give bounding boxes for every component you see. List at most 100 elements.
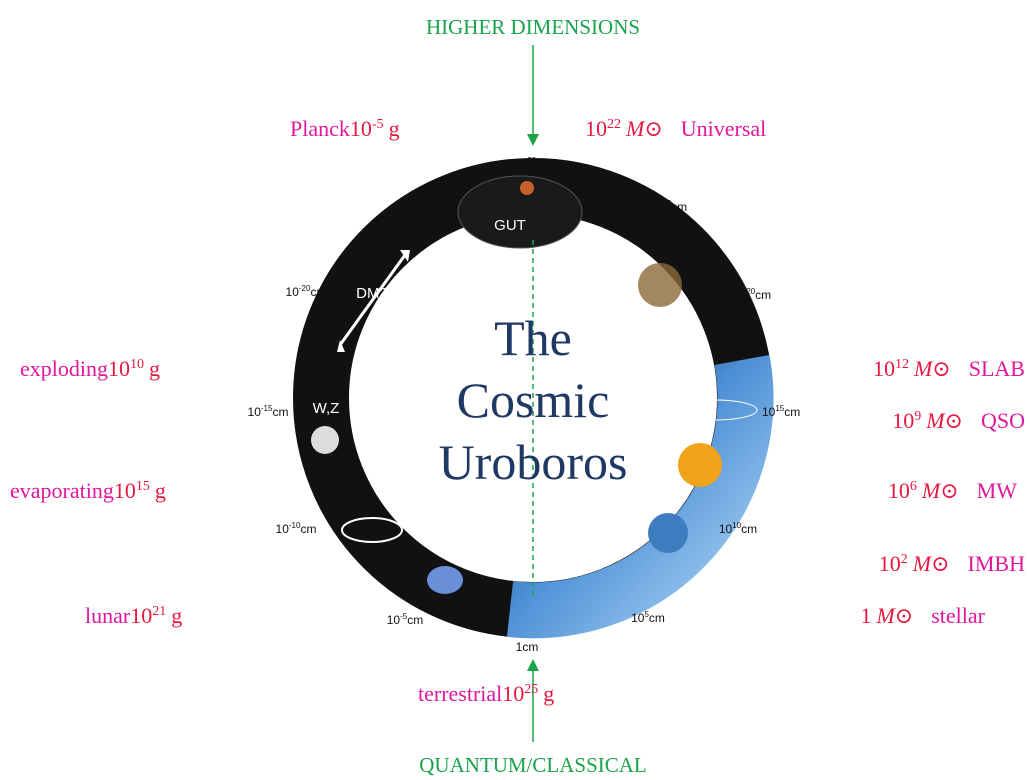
scale-base: 10: [248, 405, 262, 419]
scale-unit: cm: [272, 405, 288, 419]
mass-base: 1: [860, 603, 871, 628]
scale-base: 10: [649, 200, 663, 214]
mass-name: Planck: [290, 116, 350, 141]
scale-unit: cm: [649, 611, 665, 625]
mass-name: exploding: [20, 356, 108, 381]
scale-unit: cm: [407, 613, 423, 627]
snake-head: [458, 176, 582, 248]
scale-base: 10: [514, 157, 528, 171]
mass-base: 10: [892, 408, 914, 433]
mass-unit: M⊙: [925, 408, 963, 433]
scale-base: 10: [387, 613, 401, 627]
scale-exp: -20: [299, 284, 311, 293]
scale-unit: cm: [409, 207, 425, 221]
scale-unit: cm: [310, 285, 326, 299]
mass-label: terrestrial1025 g: [418, 681, 554, 706]
mass-unit: M⊙: [912, 551, 950, 576]
scale-unit: cm: [300, 522, 316, 536]
mass-base: 10: [350, 116, 372, 141]
scale-unit: cm: [522, 640, 538, 654]
scale-label: 105cm: [631, 610, 665, 625]
mass-exp: 10: [130, 357, 144, 372]
scale-unit: cm: [536, 157, 552, 171]
mass-label: Planck10-5 g: [290, 116, 400, 141]
scale-label: 1010cm: [719, 521, 757, 536]
mass-unit: g: [543, 681, 554, 706]
title-line: The: [494, 310, 572, 366]
scale-exp: -25: [398, 206, 410, 215]
mass-name: lunar: [85, 603, 131, 628]
galaxy-icon: [638, 263, 682, 307]
mass-exp: 2: [901, 552, 908, 567]
earth-icon: [648, 513, 688, 553]
mass-label: evaporating1015 g: [10, 478, 166, 503]
mass-unit: M⊙: [625, 116, 663, 141]
ring-label: W,Z: [313, 400, 340, 417]
scale-base: 10: [286, 285, 300, 299]
scale-base: 10: [733, 288, 747, 302]
diagram: HIGHER DIMENSIONS QUANTUM/CLASSICAL The C…: [0, 0, 1030, 780]
mass-name: stellar: [931, 603, 985, 628]
cell-icon: [427, 566, 463, 594]
mass-exp: 15: [136, 479, 150, 494]
mass-label: 102 M⊙ IMBH: [879, 551, 1025, 576]
title-line: Cosmic: [457, 372, 610, 428]
mass-name: evaporating: [10, 478, 114, 503]
mass-unit: M⊙: [921, 478, 959, 503]
mass-exp: 21: [152, 604, 166, 619]
scale-base: 10: [385, 207, 399, 221]
title-line: Uroboros: [439, 434, 628, 490]
mass-unit: g: [389, 116, 400, 141]
mass-unit: M⊙: [875, 603, 913, 628]
mass-label: 109 M⊙ QSO: [892, 408, 1025, 433]
scale-label: 10-20cm: [286, 284, 327, 299]
scale-label: 1cm: [516, 640, 539, 654]
ring-label: GUT: [494, 217, 526, 234]
eye: [520, 181, 534, 195]
mass-exp: 9: [914, 409, 921, 424]
scale-base: 10: [631, 611, 645, 625]
mass-exp: 22: [607, 117, 621, 132]
scale-unit: cm: [784, 405, 800, 419]
mass-base: 10: [108, 356, 130, 381]
mass-base: 10: [879, 551, 901, 576]
scale-label: 1015cm: [762, 404, 800, 419]
mass-label: 1022 M⊙ Universal: [585, 116, 766, 141]
mass-unit: g: [155, 478, 166, 503]
scale-label: 10-10cm: [276, 521, 317, 536]
mass-name: QSO: [981, 408, 1025, 433]
mass-unit: g: [149, 356, 160, 381]
mass-base: 10: [114, 478, 136, 503]
mass-base: 10: [888, 478, 910, 503]
mass-label: lunar1021 g: [85, 603, 182, 628]
mass-exp: -5: [372, 117, 384, 132]
scale-exp: -10: [289, 521, 301, 530]
bottom-label: QUANTUM/CLASSICAL: [419, 753, 647, 777]
scale-base: 10: [719, 522, 733, 536]
scale-unit: cm: [671, 200, 687, 214]
mass-base: 10: [585, 116, 607, 141]
scale-unit: cm: [741, 522, 757, 536]
mass-name: IMBH: [968, 551, 1026, 576]
scale-base: 10: [276, 522, 290, 536]
top-label: HIGHER DIMENSIONS: [426, 15, 640, 39]
mass-name: SLAB: [969, 356, 1025, 381]
mass-unit: M⊙: [913, 356, 951, 381]
mass-unit: g: [171, 603, 182, 628]
scale-exp: -15: [261, 404, 273, 413]
scale-label: 1020cm: [733, 287, 771, 302]
mass-exp: 6: [910, 479, 917, 494]
mass-base: 10: [502, 681, 524, 706]
scale-base: 10: [762, 405, 776, 419]
particles-icon: [311, 426, 339, 454]
mass-name: terrestrial: [418, 681, 502, 706]
mass-exp: 25: [524, 682, 538, 697]
scale-unit: cm: [755, 288, 771, 302]
sun-icon: [678, 443, 722, 487]
mass-base: 10: [130, 603, 152, 628]
mass-name: Universal: [681, 116, 767, 141]
